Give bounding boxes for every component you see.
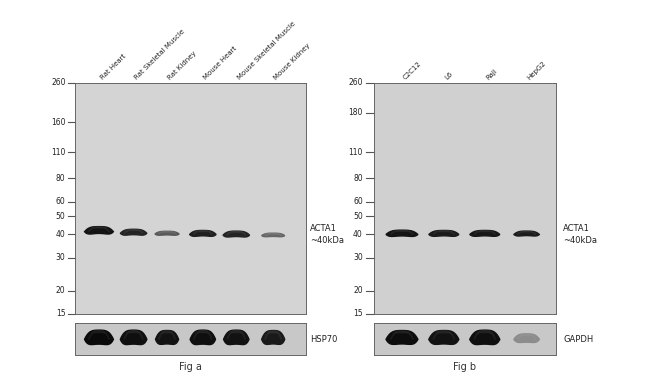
Polygon shape [470,330,500,344]
Text: 110: 110 [51,148,66,157]
Text: Rat Skeletal Muscle: Rat Skeletal Muscle [134,29,186,81]
Polygon shape [514,231,539,236]
Text: 110: 110 [348,148,363,157]
Polygon shape [120,330,147,344]
Text: 60: 60 [56,197,66,206]
Polygon shape [84,227,113,234]
Polygon shape [124,331,143,339]
Text: 260: 260 [348,78,363,87]
Text: 20: 20 [56,286,66,295]
Polygon shape [265,331,281,339]
Polygon shape [124,229,143,233]
Text: 40: 40 [353,230,363,239]
Text: 50: 50 [353,212,363,221]
Polygon shape [89,227,109,232]
Polygon shape [155,331,179,344]
Polygon shape [470,230,500,237]
Text: 180: 180 [348,108,363,117]
Text: 60: 60 [353,197,363,206]
Text: Mouse Kidney: Mouse Kidney [273,42,312,81]
Text: Rat Kidney: Rat Kidney [167,50,198,81]
Polygon shape [429,331,459,344]
Polygon shape [265,233,281,236]
Text: Fig b: Fig b [453,362,476,372]
Polygon shape [391,230,413,235]
Text: L6: L6 [444,71,454,81]
Polygon shape [159,232,176,234]
Polygon shape [84,330,113,344]
Text: ACTA1
~40kDa: ACTA1 ~40kDa [563,224,597,244]
Text: Fig a: Fig a [179,362,202,372]
Polygon shape [190,230,216,237]
Text: 50: 50 [56,212,66,221]
Text: C2C12: C2C12 [402,61,422,81]
Polygon shape [190,330,216,344]
Text: 30: 30 [56,253,66,262]
Text: 80: 80 [353,174,363,183]
Polygon shape [159,331,175,339]
Polygon shape [514,334,539,343]
Polygon shape [155,231,179,235]
Text: 20: 20 [353,286,363,295]
Polygon shape [434,230,454,235]
Polygon shape [391,331,413,339]
Text: 80: 80 [56,174,66,183]
Text: GAPDH: GAPDH [563,335,593,344]
Polygon shape [89,331,109,339]
Text: Raji: Raji [485,68,498,81]
Polygon shape [262,233,285,237]
Text: 30: 30 [353,253,363,262]
Polygon shape [386,331,418,344]
Polygon shape [517,334,536,339]
Text: 15: 15 [56,309,66,318]
Polygon shape [474,331,495,339]
Polygon shape [434,331,454,339]
Text: Rat Heart: Rat Heart [99,53,127,81]
Text: HSP70: HSP70 [310,335,337,344]
Text: HepG2: HepG2 [526,60,547,81]
Text: 40: 40 [56,230,66,239]
Text: Mouse Skeletal Muscle: Mouse Skeletal Muscle [237,21,296,81]
Text: Mouse Heart: Mouse Heart [203,45,239,81]
Polygon shape [429,230,459,237]
Text: 160: 160 [51,118,66,127]
Polygon shape [474,230,495,235]
Polygon shape [386,230,418,237]
Polygon shape [262,331,285,344]
Polygon shape [194,331,212,339]
Text: 260: 260 [51,78,66,87]
Polygon shape [120,229,147,235]
Text: 15: 15 [353,309,363,318]
Text: ACTA1
~40kDa: ACTA1 ~40kDa [310,224,344,244]
Polygon shape [223,231,250,237]
Polygon shape [517,231,536,235]
Polygon shape [227,331,245,339]
Polygon shape [227,231,246,235]
Polygon shape [194,230,212,235]
Polygon shape [224,330,249,344]
